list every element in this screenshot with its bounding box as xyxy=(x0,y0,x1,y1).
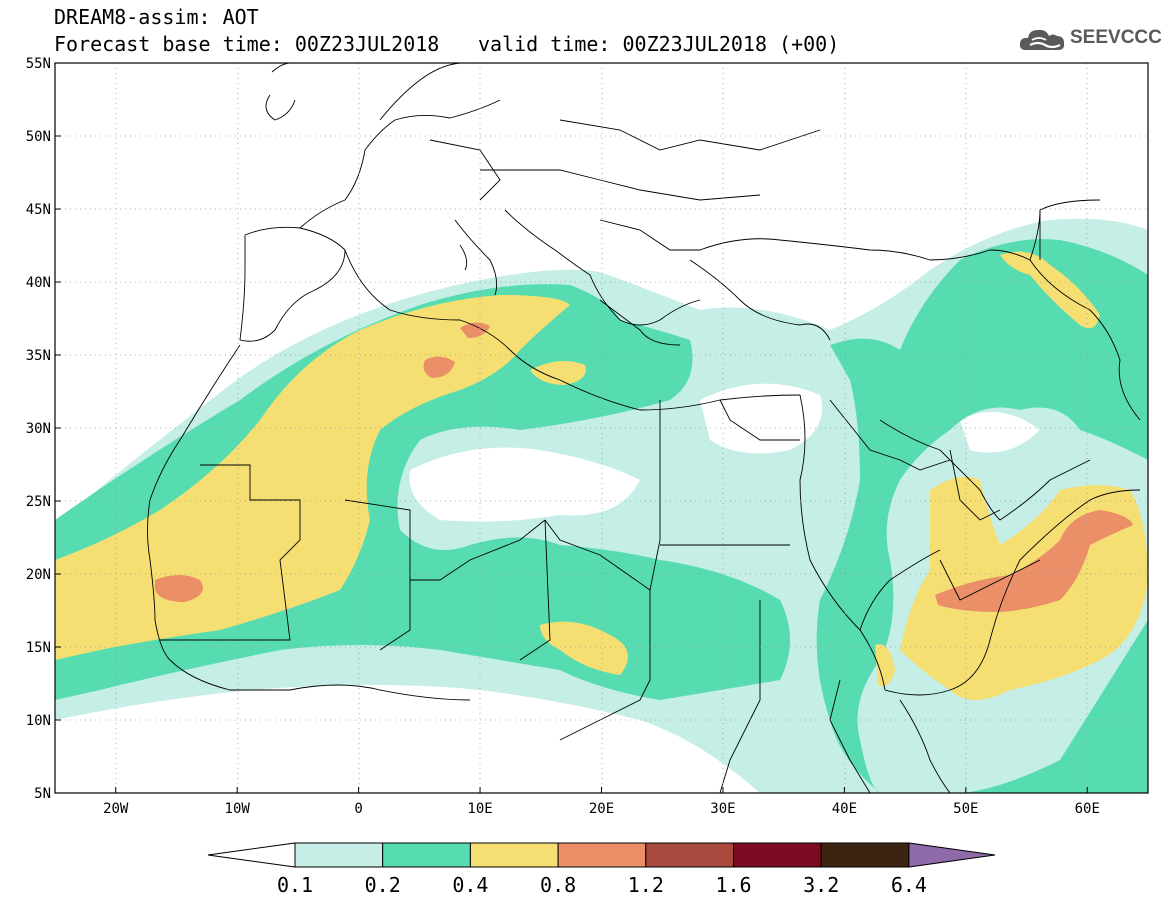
colorbar-swatch xyxy=(733,842,822,868)
colorbar-label: 0.2 xyxy=(365,873,401,897)
colorbar-swatch xyxy=(382,842,471,868)
lat-label: 20N xyxy=(26,567,51,583)
cloud-icon xyxy=(1019,29,1065,50)
colorbar-label: 6.4 xyxy=(891,873,927,897)
colorbar-label: 0.1 xyxy=(277,873,313,897)
colorbar-label: 1.6 xyxy=(715,873,751,897)
colorbar-swatch xyxy=(469,842,559,868)
lat-label: 30N xyxy=(26,421,51,437)
lon-label: 40E xyxy=(832,801,857,817)
aot-band-0.4-0.8 xyxy=(55,251,1148,700)
lon-label: 20E xyxy=(589,801,614,817)
seevccc-logo: SEEVCCC xyxy=(1018,24,1162,56)
colorbar-swatch xyxy=(820,842,910,868)
colorbar-label: 1.2 xyxy=(628,873,664,897)
lat-label: 45N xyxy=(26,202,51,218)
colorbar-label: 3.2 xyxy=(803,873,839,897)
map-title: DREAM8-assim: AOT xyxy=(54,5,259,29)
colorbar-over-triangle xyxy=(908,842,996,868)
coastlines-borders xyxy=(147,63,1141,793)
graticule xyxy=(55,63,1148,793)
lat-label: 55N xyxy=(26,56,51,72)
colorbar: 0.1 0.2 0.4 0.8 1.2 1.6 3.2 6.4 xyxy=(207,842,996,897)
lon-label: 10E xyxy=(467,801,492,817)
colorbar-label: 0.4 xyxy=(452,873,488,897)
lat-label: 15N xyxy=(26,640,51,656)
lat-label: 25N xyxy=(26,494,51,510)
map-frame xyxy=(54,62,1149,794)
aot-field xyxy=(55,218,1148,793)
lat-label: 10N xyxy=(26,713,51,729)
colorbar-swatch xyxy=(557,842,647,868)
valid-time: valid time: 00Z23JUL2018 (+00) xyxy=(478,32,840,56)
lat-label: 5N xyxy=(34,786,51,802)
aot-band-0.8-1.2 xyxy=(155,322,1133,612)
longitude-axis: 20W 10W 0 10E 20E 30E 40E 50E 60E xyxy=(103,787,1100,817)
forecast-base-time: Forecast base time: 00Z23JUL2018 xyxy=(54,32,440,56)
lon-label: 20W xyxy=(103,801,129,817)
aot-band-0.2-0.4 xyxy=(55,239,1148,793)
lat-label: 35N xyxy=(26,348,51,364)
lon-label: 0 xyxy=(354,801,362,817)
lon-label: 30E xyxy=(710,801,735,817)
colorbar-swatch xyxy=(294,842,384,868)
colorbar-swatch xyxy=(645,842,734,868)
logo-text: SEEVCCC xyxy=(1070,27,1162,48)
lon-label: 10W xyxy=(225,801,251,817)
colorbar-label: 0.8 xyxy=(540,873,576,897)
lat-label: 50N xyxy=(26,129,51,145)
lon-label: 60E xyxy=(1075,801,1100,817)
lon-label: 50E xyxy=(953,801,978,817)
latitude-axis: 55N 50N 45N 40N 35N 30N 25N 20N 15N 10N 5N xyxy=(26,56,61,802)
colorbar-under-triangle xyxy=(207,842,296,868)
aot-clear-patches xyxy=(55,383,1040,793)
aot-band-0.1-0.2 xyxy=(55,218,1148,793)
lat-label: 40N xyxy=(26,275,51,291)
